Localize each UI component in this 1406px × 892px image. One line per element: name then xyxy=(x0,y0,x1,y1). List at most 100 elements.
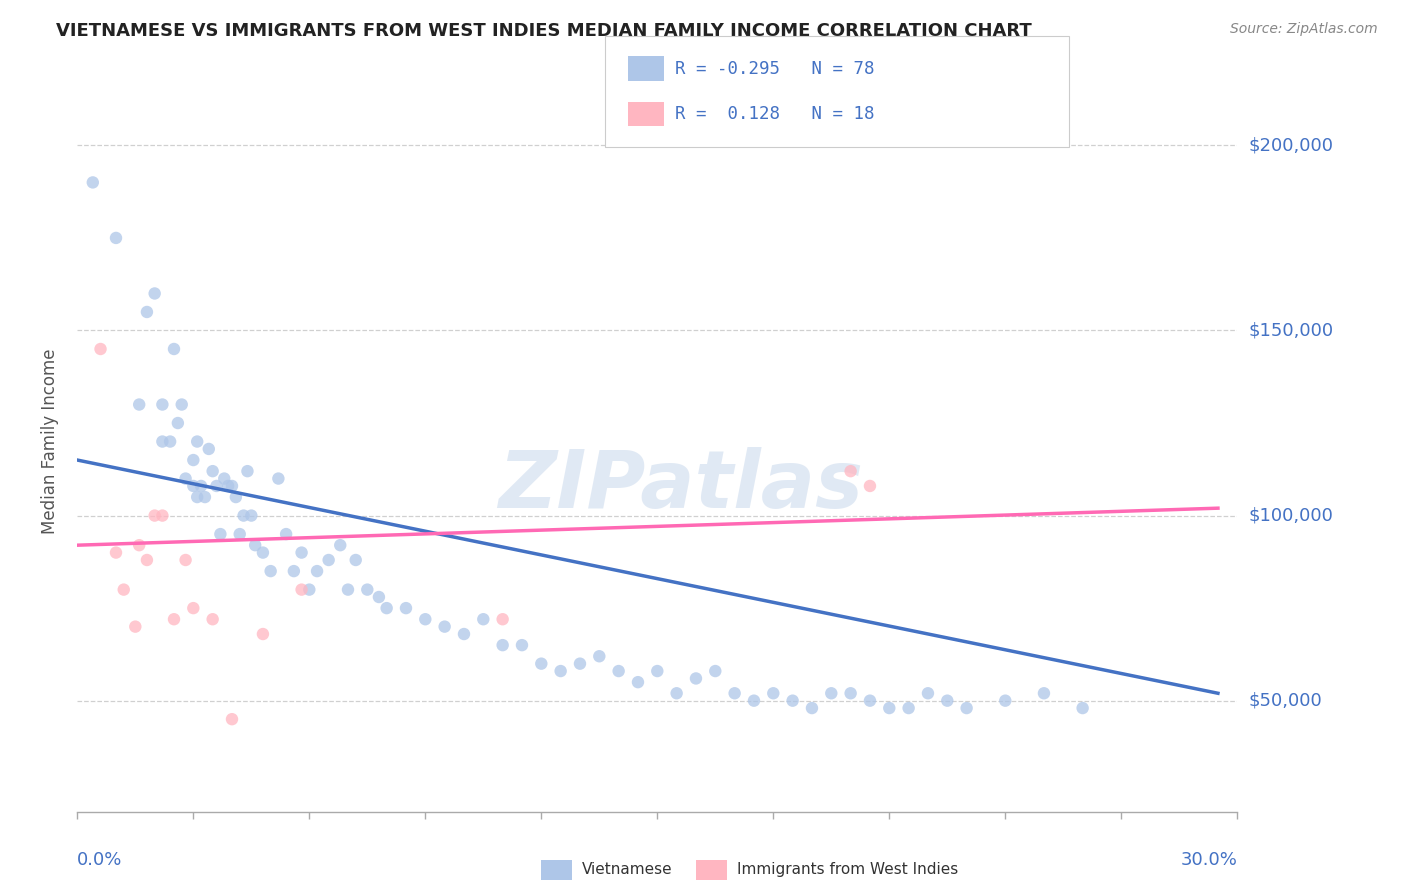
Point xyxy=(183,453,205,467)
Point xyxy=(453,627,475,641)
Text: ZIPatlas: ZIPatlas xyxy=(498,447,863,525)
Point xyxy=(260,564,283,578)
Point xyxy=(214,471,236,485)
Point xyxy=(956,701,979,715)
Point xyxy=(152,434,174,449)
Point xyxy=(159,434,181,449)
Point xyxy=(82,175,104,190)
Point xyxy=(252,627,274,641)
Point xyxy=(859,479,882,493)
Point xyxy=(183,479,205,493)
Point xyxy=(163,342,186,356)
Point xyxy=(685,672,707,686)
Y-axis label: Median Family Income: Median Family Income xyxy=(41,349,59,534)
Point xyxy=(839,464,862,478)
Point xyxy=(356,582,378,597)
Point xyxy=(897,701,920,715)
Point xyxy=(413,612,436,626)
Text: Source: ZipAtlas.com: Source: ZipAtlas.com xyxy=(1230,22,1378,37)
Point xyxy=(136,553,159,567)
Text: $150,000: $150,000 xyxy=(1249,321,1333,340)
Point xyxy=(143,508,166,523)
Point xyxy=(368,590,391,604)
Point xyxy=(433,619,456,633)
Text: R =  0.128   N = 18: R = 0.128 N = 18 xyxy=(675,105,875,123)
Point xyxy=(236,464,259,478)
Point xyxy=(318,553,340,567)
Point xyxy=(186,490,208,504)
Point xyxy=(782,694,804,708)
Point xyxy=(105,545,127,560)
Text: $50,000: $50,000 xyxy=(1249,691,1322,710)
Text: 30.0%: 30.0% xyxy=(1181,851,1237,869)
Point xyxy=(174,553,197,567)
Point xyxy=(647,664,669,678)
Text: R = -0.295   N = 78: R = -0.295 N = 78 xyxy=(675,60,875,78)
Text: Vietnamese: Vietnamese xyxy=(582,863,672,877)
Point xyxy=(550,664,572,678)
Point xyxy=(298,582,321,597)
Point xyxy=(174,471,197,485)
Point xyxy=(252,545,274,560)
Point xyxy=(152,508,174,523)
Point xyxy=(209,527,232,541)
Point xyxy=(291,545,314,560)
Point xyxy=(395,601,418,615)
Point xyxy=(1071,701,1094,715)
Point xyxy=(307,564,329,578)
Point xyxy=(225,490,247,504)
Point xyxy=(217,479,239,493)
Point xyxy=(197,442,219,456)
Point xyxy=(183,601,205,615)
Point xyxy=(105,231,127,245)
Point xyxy=(917,686,939,700)
Point xyxy=(128,538,150,552)
Point xyxy=(170,398,193,412)
Point xyxy=(112,582,135,597)
Point xyxy=(569,657,592,671)
Point xyxy=(283,564,305,578)
Point xyxy=(136,305,159,319)
Point xyxy=(337,582,360,597)
Point xyxy=(267,471,290,485)
Point xyxy=(245,538,267,552)
Point xyxy=(128,398,150,412)
Point xyxy=(232,508,254,523)
Point xyxy=(510,638,533,652)
Point xyxy=(472,612,495,626)
Point xyxy=(152,398,174,412)
Point xyxy=(492,638,515,652)
Point xyxy=(190,479,212,493)
Point xyxy=(704,664,727,678)
Point xyxy=(240,508,263,523)
Point xyxy=(124,619,146,633)
Point xyxy=(530,657,553,671)
Point xyxy=(936,694,959,708)
Text: $200,000: $200,000 xyxy=(1249,136,1333,154)
Point xyxy=(344,553,367,567)
Point xyxy=(820,686,842,700)
Point xyxy=(186,434,208,449)
Point xyxy=(90,342,111,356)
Point xyxy=(329,538,352,552)
Point xyxy=(839,686,862,700)
Point xyxy=(221,479,243,493)
Point xyxy=(607,664,630,678)
Point xyxy=(994,694,1017,708)
Point xyxy=(201,464,224,478)
Text: VIETNAMESE VS IMMIGRANTS FROM WEST INDIES MEDIAN FAMILY INCOME CORRELATION CHART: VIETNAMESE VS IMMIGRANTS FROM WEST INDIE… xyxy=(56,22,1032,40)
Point xyxy=(1033,686,1056,700)
Point xyxy=(228,527,252,541)
Point xyxy=(276,527,298,541)
Point xyxy=(163,612,186,626)
Point xyxy=(492,612,515,626)
Point xyxy=(742,694,765,708)
Point xyxy=(221,712,243,726)
Point xyxy=(724,686,747,700)
Point xyxy=(201,612,224,626)
Point xyxy=(627,675,650,690)
Point xyxy=(166,416,188,430)
Point xyxy=(588,649,610,664)
Point xyxy=(801,701,824,715)
Text: 0.0%: 0.0% xyxy=(77,851,122,869)
